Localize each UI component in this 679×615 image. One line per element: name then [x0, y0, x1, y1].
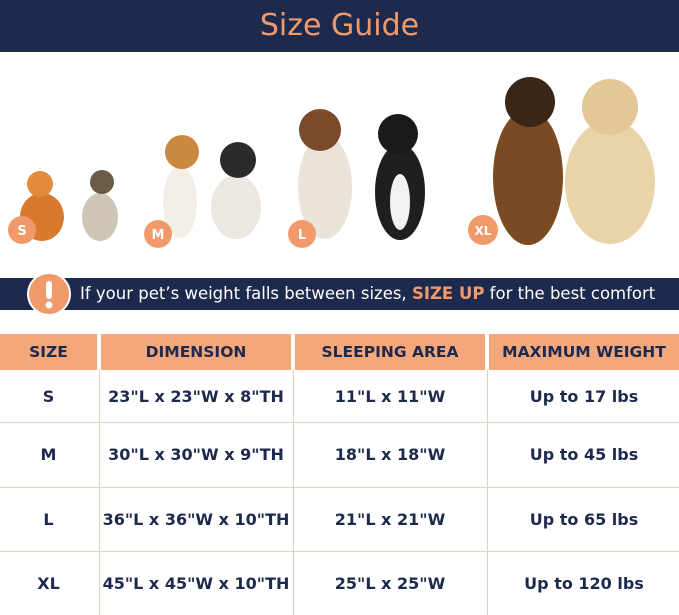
table-cell: Up to 45 lbs — [529, 445, 639, 464]
warning-icon — [27, 272, 71, 316]
table-cell: 45"L x 45"W x 10"TH — [102, 573, 290, 593]
table-cell: 36"L x 36"W x 10"TH — [102, 509, 290, 529]
notice-bar: If your pet’s weight falls between sizes… — [0, 278, 679, 310]
table-cell: 25"L x 25"W — [334, 573, 446, 593]
table-cell: 23"L x 23"W x 8"TH — [108, 386, 284, 406]
notice-text: If your pet’s weight falls between sizes… — [80, 278, 655, 310]
column-header: MAXIMUM WEIGHT — [489, 334, 679, 370]
table-cell: Up to 17 lbs — [529, 386, 639, 406]
size-badge: M — [152, 228, 165, 243]
table-cell: Up to 65 lbs — [529, 509, 639, 529]
table-cell: 21"L x 21"W — [334, 509, 446, 529]
column-divider — [293, 370, 294, 615]
title: Size Guide — [0, 0, 679, 52]
column-header: SIZE — [0, 334, 97, 370]
dogs-l — [298, 109, 425, 240]
column-divider — [487, 370, 488, 615]
table-cell: L — [43, 509, 54, 529]
row-divider — [0, 551, 679, 552]
notice-before: If your pet’s weight falls between sizes… — [80, 284, 412, 303]
dogs-m — [163, 135, 261, 239]
size-badge: XL — [475, 224, 492, 238]
table-cell: M — [40, 445, 57, 464]
dogs-xl — [493, 77, 655, 245]
row-divider — [0, 422, 679, 423]
notice-emphasis: SIZE UP — [411, 284, 485, 303]
notice-after: for the best comfort — [484, 284, 656, 303]
size-badge: L — [298, 228, 306, 243]
column-divider — [99, 370, 100, 615]
size-badges: S M L XL — [8, 215, 498, 248]
column-header: DIMENSION — [101, 334, 291, 370]
dog-illustration: S M L XL — [8, 77, 655, 248]
table-cell: 30"L x 30"W x 9"TH — [108, 445, 284, 464]
table-cell: 11"L x 11"W — [334, 386, 446, 406]
size-badge: S — [17, 224, 26, 239]
table-cell: 18"L x 18"W — [334, 445, 446, 464]
table-cell: S — [42, 386, 55, 406]
column-header: SLEEPING AREA — [295, 334, 485, 370]
table-cell: XL — [37, 573, 60, 593]
row-divider — [0, 487, 679, 488]
table-cell: Up to 120 lbs — [524, 573, 644, 593]
